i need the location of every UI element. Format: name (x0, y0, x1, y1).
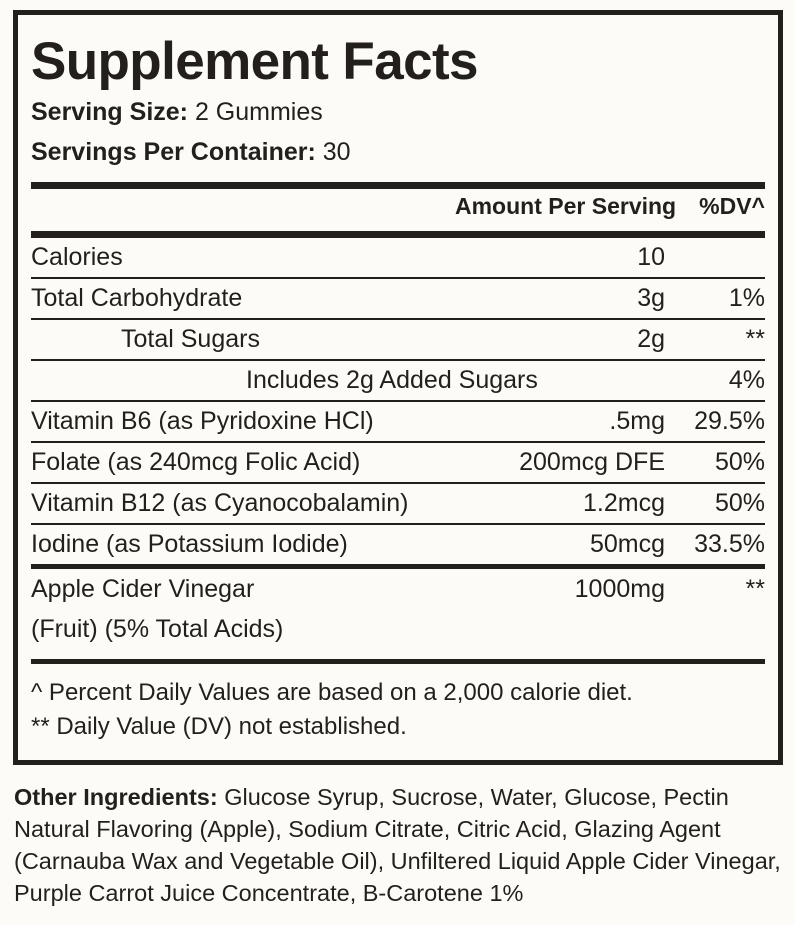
nutrient-dv: 50% (714, 489, 765, 517)
nutrient-name: Iodine (as Potassium Iodide) (31, 530, 348, 558)
page-title: Supplement Facts (31, 32, 478, 91)
nutrient-dv: 50% (714, 448, 765, 476)
servings-per-container-label: Servings Per Container: (31, 138, 316, 166)
footnote-dv-not-established: ** Daily Value (DV) not established. (31, 713, 407, 741)
nutrient-name: Folate (as 240mcg Folic Acid) (31, 448, 361, 476)
divider-thin (31, 441, 765, 443)
nutrient-dv: 33.5% (694, 530, 765, 558)
divider-thick-top (31, 182, 765, 189)
nutrient-amount: 2g (637, 325, 665, 353)
divider-thin (31, 482, 765, 484)
nutrient-name: Calories (31, 243, 123, 271)
nutrient-name: Vitamin B6 (as Pyridoxine HCl) (31, 407, 374, 435)
table-row: Total Carbohydrate 3g 1% (31, 279, 765, 318)
acv-row-table: Apple Cider Vinegar 1000mg ** (Fruit) (5… (31, 569, 765, 649)
column-header-amount: Amount Per Serving (455, 193, 677, 219)
divider-thin (31, 359, 765, 361)
nutrient-rows-table: Vitamin B12 (as Cyanocobalamin) 1.2mcg 5… (31, 484, 765, 523)
serving-size-value: 2 Gummies (194, 98, 323, 126)
divider-thin (31, 318, 765, 320)
nutrient-rows-table: Total Sugars 2g ** (31, 320, 765, 359)
table-row: Folate (as 240mcg Folic Acid) 200mcg DFE… (31, 443, 765, 482)
nutrient-dv (665, 238, 765, 277)
nutrient-name: Includes 2g Added Sugars (246, 366, 538, 394)
other-ingredients-text: Glucose Syrup, Sucrose, Water, Glucose, … (14, 784, 781, 906)
serving-size-line: Serving Size: 2 Gummies (31, 96, 765, 128)
header-spacer (31, 189, 455, 223)
nutrient-rows-table: Vitamin B6 (as Pyridoxine HCl) .5mg 29.5… (31, 402, 765, 441)
nutrient-name: Vitamin B12 (as Cyanocobalamin) (31, 489, 409, 517)
nutrient-rows-table: Total Carbohydrate 3g 1% (31, 279, 765, 318)
footnote-daily-values: ^ Percent Daily Values are based on a 2,… (31, 679, 633, 706)
table-row: Calories 10 (31, 238, 765, 277)
nutrient-name: Apple Cider Vinegar (31, 575, 255, 603)
nutrient-name-line2: (Fruit) (5% Total Acids) (31, 615, 284, 643)
nutrient-name: Total Sugars (121, 325, 260, 353)
serving-size-label: Serving Size: (31, 98, 188, 126)
column-header-dv: %DV^ (699, 193, 765, 219)
table-row: Total Sugars 2g ** (31, 320, 765, 359)
table-row-continuation: (Fruit) (5% Total Acids) (31, 609, 765, 649)
nutrient-dv-empty (665, 609, 765, 649)
table-row: Includes 2g Added Sugars 4% (31, 361, 765, 400)
nutrition-table: Amount Per Serving %DV^ (31, 189, 765, 223)
nutrient-rows-table: Includes 2g Added Sugars 4% (31, 361, 765, 400)
divider-thin (31, 400, 765, 402)
nutrient-rows-table: Calories 10 (31, 238, 765, 277)
divider-medium (31, 564, 765, 569)
table-row: Apple Cider Vinegar 1000mg ** (31, 569, 765, 609)
nutrient-amount-empty (455, 609, 665, 649)
nutrient-amount: 3g (637, 284, 665, 312)
nutrient-dv: 4% (728, 366, 765, 394)
other-ingredients-block: Other Ingredients: Glucose Syrup, Sucros… (14, 782, 786, 910)
nutrient-dv: 29.5% (694, 407, 765, 435)
table-row: Vitamin B12 (as Cyanocobalamin) 1.2mcg 5… (31, 484, 765, 523)
divider-thick-header (31, 231, 765, 238)
nutrient-rows-table: Folate (as 240mcg Folic Acid) 200mcg DFE… (31, 443, 765, 482)
nutrient-amount: 10 (637, 243, 665, 271)
nutrient-name: Total Carbohydrate (31, 284, 243, 312)
divider-thin (31, 523, 765, 525)
table-row: Iodine (as Potassium Iodide) 50mcg 33.5% (31, 525, 765, 564)
table-row: Vitamin B6 (as Pyridoxine HCl) .5mg 29.5… (31, 402, 765, 441)
nutrient-amount: .5mg (609, 407, 665, 435)
divider-thin (31, 277, 765, 279)
nutrient-amount: 1000mg (574, 575, 665, 603)
nutrient-dv: 1% (728, 284, 765, 312)
nutrient-amount: 1.2mcg (583, 489, 665, 517)
nutrient-dv: ** (745, 575, 765, 603)
footnotes: ^ Percent Daily Values are based on a 2,… (31, 664, 765, 744)
nutrient-dv: ** (745, 325, 765, 353)
nutrient-amount: 200mcg DFE (519, 448, 665, 476)
supplement-facts-panel: Supplement Facts Serving Size: 2 Gummies… (13, 10, 783, 765)
servings-per-container-value: 30 (322, 138, 351, 166)
nutrient-amount: 50mcg (589, 530, 665, 558)
table-header-row: Amount Per Serving %DV^ (31, 189, 765, 223)
nutrient-rows-table: Iodine (as Potassium Iodide) 50mcg 33.5% (31, 525, 765, 564)
other-ingredients-label: Other Ingredients: (14, 784, 218, 810)
divider-footnote (31, 659, 765, 664)
servings-per-container-line: Servings Per Container: 30 (31, 136, 765, 168)
